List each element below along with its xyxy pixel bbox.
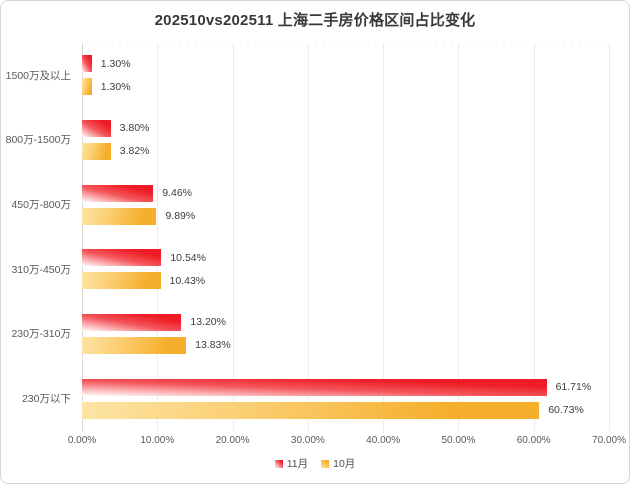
bar-value-label: 13.83%: [195, 339, 231, 352]
legend-item-11月: 11月: [274, 456, 309, 471]
bar-row: 3.82%: [82, 142, 609, 160]
x-tick-label: 20.00%: [215, 435, 250, 446]
bar-group: 61.71% 60.73%: [82, 366, 609, 431]
bar-10月: [82, 207, 157, 225]
plot-area: 1.30% 1.30% 3.80% 3.82% 9.46% 9.89% 10.54% 10.4…: [82, 43, 610, 431]
bar-group: 1.30% 1.30%: [82, 43, 609, 108]
bar-row: 10.43%: [82, 272, 609, 290]
x-tick-label: 0.00%: [67, 435, 97, 446]
x-tick-label: 70.00%: [592, 435, 626, 446]
bar-11月: [82, 313, 182, 331]
legend-swatch-icon: [321, 459, 330, 468]
category-label: 800万-1500万: [5, 134, 71, 147]
bar-value-label: 1.30%: [100, 80, 131, 93]
bar-value-label: 10.43%: [169, 274, 206, 287]
gridline: [458, 43, 460, 431]
bar-group: 13.20% 13.83%: [82, 302, 609, 367]
bar-value-label: 60.73%: [548, 404, 584, 417]
category-label: 1500万及以上: [5, 69, 71, 82]
gridline: [307, 43, 309, 431]
bar-10月: [82, 401, 540, 419]
x-tick-label: 40.00%: [366, 435, 401, 446]
bar-row: 60.73%: [82, 401, 609, 419]
bar-11月: [82, 249, 162, 267]
x-tick-label: 50.00%: [441, 435, 476, 446]
bar-11月: [82, 378, 547, 396]
x-tick-label: 10.00%: [140, 435, 175, 446]
legend-item-10月: 10月: [321, 456, 355, 471]
bar-row: 9.46%: [82, 184, 609, 202]
gridline: [383, 43, 385, 431]
category-label: 310万-450万: [11, 263, 71, 276]
bar-group: 9.46% 9.89%: [82, 172, 609, 237]
gridline: [533, 43, 535, 431]
bar-11月: [82, 55, 92, 73]
category-axis: 1500万及以上 800万-1500万 450万-800万 310万-450万 230万…: [1, 43, 77, 431]
gridline: [609, 43, 610, 431]
value-axis-line: [82, 43, 83, 431]
legend-label: 11月: [286, 458, 309, 470]
bar-row: 61.71%: [82, 378, 609, 396]
bar-11月: [82, 184, 154, 202]
legend: 11月 10月: [1, 456, 629, 471]
bar-10月: [82, 272, 161, 290]
legend-label: 10月: [333, 458, 356, 470]
bar-value-label: 13.20%: [190, 316, 226, 329]
x-tick-label: 60.00%: [516, 435, 551, 446]
bar-10月: [82, 142, 111, 160]
bar-group: 3.80% 3.82%: [82, 108, 609, 173]
category-label: 450万-800万: [11, 199, 71, 212]
gridline: [232, 43, 234, 431]
bar-value-label: 3.80%: [119, 122, 150, 135]
bar-10月: [82, 78, 92, 96]
bar-value-label: 3.82%: [119, 145, 150, 158]
bar-row: 3.80%: [82, 119, 609, 137]
gridline: [157, 43, 159, 431]
bar-group: 10.54% 10.43%: [82, 237, 609, 302]
bar-row: 13.83%: [82, 336, 609, 354]
category-label: 230万以下: [21, 393, 71, 406]
bar-10月: [82, 336, 187, 354]
x-axis: 0.00% 10.00% 20.00% 30.00% 40.00% 50.00% 60.00…: [68, 435, 626, 449]
bar-row: 10.54%: [82, 249, 609, 267]
chart-title: 202510vs202511 上海二手房价格区间占比变化: [154, 12, 476, 29]
bar-11月: [82, 119, 111, 137]
x-tick-label: 30.00%: [290, 435, 325, 446]
legend-swatch-icon: [274, 459, 283, 468]
bar-value-label: 10.54%: [170, 251, 206, 264]
bar-value-label: 61.71%: [555, 381, 592, 394]
bar-value-label: 9.46%: [162, 187, 192, 200]
bar-value-label: 1.30%: [100, 57, 131, 70]
category-label: 230万-310万: [11, 328, 71, 341]
bar-row: 9.89%: [82, 207, 609, 225]
bar-row: 13.20%: [82, 313, 609, 331]
bar-row: 1.30%: [82, 78, 609, 96]
bar-value-label: 9.89%: [165, 210, 196, 223]
bar-row: 1.30%: [82, 55, 609, 73]
